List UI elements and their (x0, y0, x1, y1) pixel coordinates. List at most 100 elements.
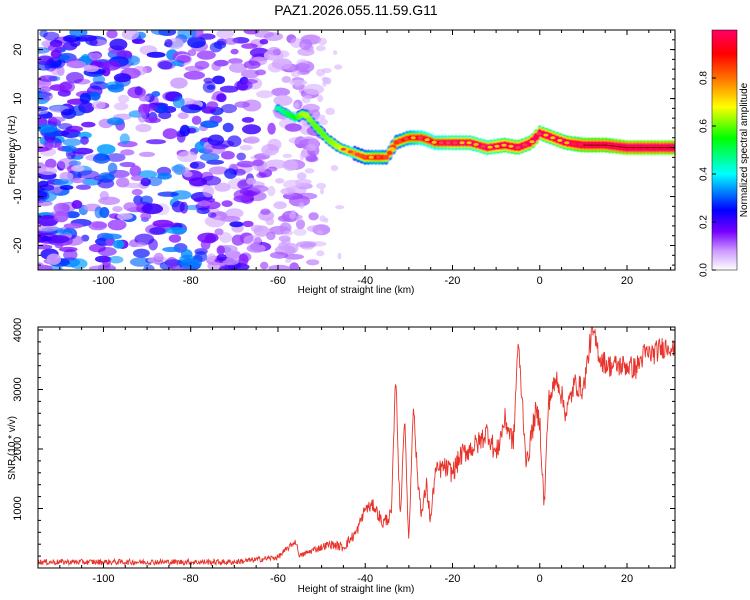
y-tick-label: 0 (12, 144, 24, 150)
heatmap-blob (225, 208, 244, 219)
heatmap-blob (295, 219, 306, 230)
ridge-core-blob (515, 146, 521, 150)
ridge-core-blob (389, 147, 395, 150)
ridge-core-blob (431, 140, 437, 144)
heatmap-blob (296, 241, 317, 248)
heatmap-blob (148, 176, 163, 187)
heatmap-blob (106, 153, 126, 162)
x-tick-label: -80 (183, 275, 199, 287)
colorbar-ticks: 0.0 0.2 0.4 0.6 0.8 (699, 71, 716, 277)
heatmap-blob (44, 139, 54, 151)
heatmap-blob (267, 122, 276, 135)
heatmap-blob (38, 47, 50, 54)
heatmap-blob (53, 211, 69, 223)
heatmap-blob (223, 37, 239, 45)
heatmap-blob (281, 76, 291, 83)
heatmap-blob (66, 72, 84, 84)
heatmap-blob (40, 184, 55, 192)
heatmap-blob (260, 208, 271, 215)
heatmap-blob (325, 107, 336, 115)
heatmap-blob (112, 206, 123, 212)
heatmap-blob (319, 118, 328, 126)
colorbar-tick-label: 0.2 (699, 215, 710, 229)
x-tick-label: -20 (445, 275, 461, 287)
top-x-axis-label: Height of straight line (km) (298, 285, 415, 296)
ridge-core-blob (403, 137, 409, 141)
bottom-x-axis-label: Height of straight line (km) (298, 584, 415, 595)
heatmap-blob (221, 103, 237, 114)
heatmap-blob (49, 116, 66, 123)
heatmap-blob (162, 246, 181, 253)
top-y-axis: -20 -10 0 10 20 (12, 29, 675, 266)
heatmap-blob (250, 185, 269, 193)
heatmap-blob (207, 134, 224, 146)
heatmap-blob (148, 238, 158, 251)
heatmap-blob (59, 185, 74, 190)
heatmap-blob (221, 200, 233, 208)
heatmap-blob (69, 30, 88, 37)
heatmap-blob (319, 215, 326, 222)
spectrogram-heatmap (38, 30, 682, 270)
ridge-core-blob (347, 150, 353, 154)
heatmap-blob (219, 215, 241, 222)
heatmap-blob (320, 188, 324, 195)
ridge-core-blob (557, 138, 563, 142)
ridge-blob (320, 132, 327, 138)
ridge-blob (302, 112, 310, 118)
heatmap-blob (113, 73, 132, 83)
heatmap-blob (65, 211, 80, 219)
heatmap-blob (305, 155, 319, 163)
ridge-core-blob (445, 141, 451, 145)
ridge-blob (306, 116, 313, 122)
heatmap-blob (259, 38, 269, 45)
heatmap-blob (57, 89, 71, 97)
heatmap-blob (38, 106, 49, 112)
heatmap-blob (120, 149, 135, 156)
heatmap-blob (265, 159, 288, 169)
y-tick-label: 20 (12, 43, 24, 55)
heatmap-blob (173, 163, 186, 176)
ridge-core-blob (361, 155, 367, 159)
ridge-core-blob (494, 144, 500, 148)
heatmap-blob (240, 69, 260, 79)
heatmap-blob (244, 136, 260, 144)
bottom-plot-frame (37, 326, 676, 569)
ridge-core-blob (375, 155, 381, 159)
heatmap-blob (216, 245, 225, 255)
chart-title: PAZ1.2026.055.11.59.G11 (274, 2, 438, 18)
heatmap-blob (228, 58, 243, 65)
heatmap-blob (284, 258, 292, 263)
heatmap-blob (297, 47, 315, 57)
top-plot-frame (37, 29, 676, 271)
y-tick-label: 2000 (12, 437, 24, 461)
ridge-blob (676, 140, 682, 155)
heatmap-blob (131, 188, 143, 196)
heatmap-blob (297, 192, 318, 200)
heatmap-blob (211, 143, 229, 150)
heatmap-blob (50, 49, 62, 59)
heatmap-blob (179, 124, 191, 137)
heatmap-blob (40, 235, 52, 242)
ridge-blob (312, 124, 320, 130)
heatmap-blob (88, 221, 107, 231)
heatmap-blob (102, 257, 111, 269)
heatmap-blob (107, 84, 124, 93)
x-tick-label: 20 (621, 573, 633, 585)
heatmap-blob (271, 87, 290, 97)
heatmap-blob (140, 177, 151, 187)
heatmap-blob (153, 252, 164, 263)
heatmap-blob (224, 168, 237, 179)
heatmap-blob (165, 257, 178, 269)
heatmap-blob (177, 151, 198, 163)
heatmap-blob (256, 90, 274, 99)
y-tick-label: -20 (12, 238, 24, 254)
heatmap-blob (59, 228, 76, 235)
ridge-blob (676, 144, 682, 152)
heatmap-blob (92, 154, 111, 164)
heatmap-blob (157, 191, 179, 197)
heatmap-blob (119, 161, 136, 168)
heatmap-blob (62, 138, 82, 147)
heatmap-blob (238, 253, 249, 266)
heatmap-blob (202, 81, 216, 93)
snr-line-area (38, 327, 675, 567)
